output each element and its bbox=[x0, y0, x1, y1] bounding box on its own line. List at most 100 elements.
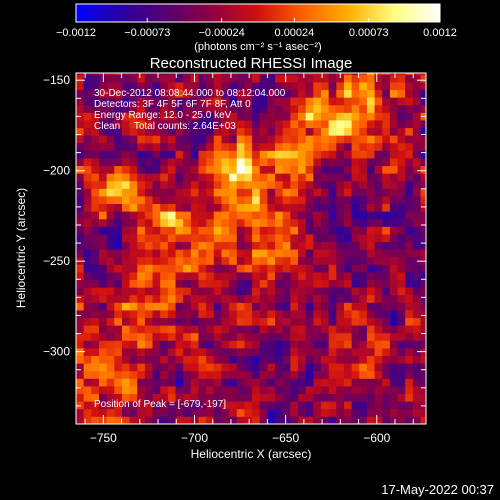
heatmap-cell bbox=[420, 310, 426, 319]
heatmap-cell bbox=[244, 241, 253, 250]
heatmap-cell bbox=[305, 256, 314, 265]
heatmap-cell bbox=[259, 203, 268, 212]
heatmap-cell bbox=[267, 272, 276, 281]
heatmap-cell bbox=[305, 112, 314, 121]
y-axis-label: Heliocentric Y (arcsec) bbox=[14, 188, 28, 308]
heatmap-cell bbox=[343, 348, 353, 357]
heatmap-cell bbox=[267, 317, 276, 326]
heatmap-cell bbox=[167, 165, 176, 174]
heatmap-cell bbox=[129, 188, 138, 197]
heatmap-cell bbox=[397, 363, 406, 372]
heatmap-cell bbox=[282, 127, 291, 136]
heatmap-cell bbox=[106, 234, 115, 243]
heatmap-cell bbox=[206, 302, 215, 311]
heatmap-cell bbox=[137, 279, 146, 288]
heatmap-cell bbox=[359, 226, 368, 235]
heatmap-cell bbox=[420, 272, 426, 281]
heatmap-cell bbox=[397, 241, 406, 250]
heatmap-cell bbox=[359, 203, 368, 212]
heatmap-cell bbox=[206, 82, 215, 91]
heatmap-cell bbox=[328, 302, 337, 311]
heatmap-cell bbox=[389, 310, 398, 319]
heatmap-cell bbox=[343, 196, 353, 205]
heatmap-cell bbox=[275, 408, 284, 417]
heatmap-cell bbox=[412, 127, 421, 136]
heatmap-cell bbox=[275, 279, 284, 288]
heatmap-cell bbox=[389, 211, 398, 220]
heatmap-cell bbox=[259, 310, 268, 319]
heatmap-cell bbox=[405, 256, 414, 265]
heatmap-cell bbox=[359, 256, 368, 265]
heatmap-cell bbox=[328, 378, 337, 387]
heatmap-cell bbox=[83, 386, 92, 395]
heatmap-cell bbox=[91, 120, 100, 129]
heatmap-cell bbox=[76, 218, 85, 227]
heatmap-cell bbox=[106, 211, 115, 220]
heatmap-cell bbox=[167, 241, 176, 250]
heatmap-cell bbox=[190, 340, 199, 349]
heatmap-cell bbox=[167, 249, 176, 258]
heatmap-cell bbox=[397, 302, 406, 311]
heatmap-cell bbox=[343, 158, 353, 167]
heatmap-cell bbox=[114, 135, 123, 144]
heatmap-cell bbox=[389, 340, 398, 349]
heatmap-cell bbox=[244, 408, 253, 417]
heatmap-cell bbox=[106, 73, 115, 75]
heatmap-cell bbox=[252, 142, 261, 151]
heatmap-cell bbox=[298, 401, 307, 410]
heatmap-cell bbox=[351, 97, 360, 106]
heatmap-cell bbox=[144, 104, 153, 113]
heatmap-cell bbox=[275, 74, 284, 83]
heatmap-cell bbox=[121, 348, 130, 357]
heatmap-cell bbox=[366, 73, 375, 75]
heatmap-cell bbox=[244, 142, 253, 151]
heatmap-cell bbox=[420, 165, 426, 174]
heatmap-cell bbox=[328, 97, 337, 106]
heatmap-cell bbox=[91, 150, 100, 159]
heatmap-cell bbox=[114, 355, 123, 364]
heatmap-cell bbox=[259, 196, 268, 205]
heatmap-cell bbox=[351, 416, 360, 424]
heatmap-cell bbox=[152, 196, 161, 205]
heatmap-cell bbox=[106, 120, 115, 129]
heatmap-cell bbox=[420, 416, 426, 424]
heatmap-cell bbox=[252, 196, 261, 205]
heatmap-cell bbox=[282, 120, 291, 129]
heatmap-cell bbox=[382, 173, 391, 182]
heatmap-cell bbox=[137, 158, 146, 167]
heatmap-cell bbox=[336, 173, 345, 182]
heatmap-cell bbox=[183, 241, 192, 250]
heatmap-cell bbox=[144, 249, 153, 258]
heatmap-cell bbox=[275, 180, 284, 189]
heatmap-cell bbox=[259, 294, 268, 303]
heatmap-cell bbox=[405, 150, 414, 159]
heatmap-cell bbox=[305, 325, 314, 334]
heatmap-cell bbox=[321, 348, 330, 357]
heatmap-cell bbox=[244, 127, 253, 136]
heatmap-cell bbox=[76, 401, 85, 410]
heatmap-cell bbox=[76, 165, 85, 174]
heatmap-cell bbox=[198, 340, 207, 349]
heatmap-cell bbox=[91, 302, 100, 311]
heatmap-cell bbox=[106, 142, 115, 151]
heatmap-cell bbox=[221, 165, 230, 174]
heatmap-cell bbox=[183, 386, 192, 395]
heatmap-cell bbox=[175, 408, 184, 417]
heatmap-cell bbox=[420, 378, 426, 387]
heatmap-cell bbox=[144, 196, 153, 205]
heatmap-cell bbox=[351, 302, 360, 311]
heatmap-cell bbox=[244, 378, 253, 387]
heatmap-cell bbox=[359, 135, 368, 144]
heatmap-cell bbox=[290, 363, 299, 372]
heatmap-cell bbox=[359, 173, 368, 182]
heatmap-cell bbox=[114, 332, 123, 341]
heatmap-cell bbox=[198, 355, 207, 364]
heatmap-cell bbox=[98, 97, 108, 106]
heatmap-cell bbox=[374, 249, 383, 258]
heatmap-cell bbox=[190, 203, 199, 212]
heatmap-cell bbox=[160, 363, 169, 372]
heatmap-cell bbox=[259, 127, 268, 136]
heatmap-cell bbox=[382, 188, 391, 197]
heatmap-cell bbox=[420, 173, 426, 182]
heatmap-cell bbox=[83, 211, 92, 220]
